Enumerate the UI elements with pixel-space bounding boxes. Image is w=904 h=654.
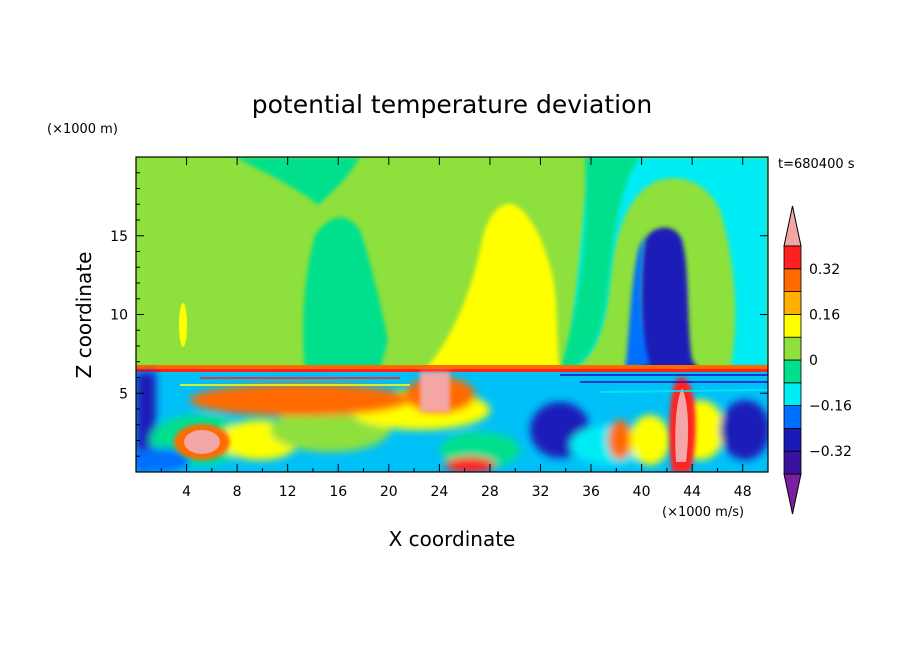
- x-tick-label: 48: [734, 484, 752, 500]
- x-tick-label: 32: [532, 484, 550, 500]
- x-tick-label: 36: [582, 484, 600, 500]
- green-band-right: [560, 157, 640, 370]
- blue-column: [640, 227, 700, 370]
- x-tick-label: 16: [329, 484, 347, 500]
- x-tick-label: 12: [279, 484, 297, 500]
- y-unit-label: (×1000 m): [47, 122, 118, 137]
- field-layer: [136, 157, 768, 472]
- colorbar-segment: [783, 359, 802, 384]
- chart-title: potential temperature deviation: [252, 90, 652, 119]
- x-tick-label: 40: [633, 484, 651, 500]
- green-top-left: [235, 157, 360, 205]
- colorbar-segment: [783, 291, 802, 315]
- x-tick-label: 24: [430, 484, 448, 500]
- y-axis-label: Z coordinate: [72, 252, 96, 379]
- yellow-plume: [425, 204, 560, 370]
- colorbar-tick-label: −0.32: [809, 444, 852, 460]
- warm-patch: [420, 372, 450, 412]
- colorbar-top-arrow: [783, 205, 802, 247]
- green-column-left: [303, 217, 388, 370]
- x-tick-label: 28: [481, 484, 499, 500]
- green-sliver: [179, 303, 187, 347]
- colorbar-tick-label: −0.16: [809, 399, 852, 415]
- inversion-layer: [136, 365, 768, 371]
- x-axis-label: X coordinate: [389, 527, 516, 551]
- colorbar-segment: [783, 245, 802, 270]
- colorbar-tick-label: 0: [809, 353, 818, 369]
- x-tick-label: 44: [683, 484, 701, 500]
- colorbar-segment: [783, 268, 802, 292]
- x-axis-ticks: 4 8 12 16 20 24 28 32 36 40 44 48: [160, 157, 752, 500]
- blue-column-fringe: [625, 235, 650, 370]
- colorbar-segment: [783, 427, 802, 452]
- y-tick-label: 5: [119, 386, 128, 402]
- y-tick-label: 10: [110, 308, 128, 324]
- colorbar-segment: [783, 382, 802, 406]
- colorbar-tick-label: 0.16: [809, 307, 840, 323]
- y-axis-ticks: 5 10 15: [110, 172, 768, 457]
- colorbar-segment: [783, 336, 802, 361]
- y-tick-label: 15: [110, 229, 128, 245]
- x-tick-label: 20: [380, 484, 398, 500]
- x-tick-label: 4: [182, 484, 191, 500]
- colorbar-segment: [783, 405, 802, 429]
- x-unit-label: (×1000 m/s): [662, 505, 744, 520]
- x-tick-label: 8: [233, 484, 242, 500]
- colorbar: 0.32 0.16 0 −0.16 −0.32: [783, 205, 852, 515]
- colorbar-tick-label: 0.32: [809, 262, 840, 278]
- colorbar-segment: [783, 450, 802, 475]
- colorbar-segment: [783, 313, 802, 338]
- time-label: t=680400 s: [778, 157, 855, 172]
- colorbar-bottom-arrow: [783, 473, 802, 515]
